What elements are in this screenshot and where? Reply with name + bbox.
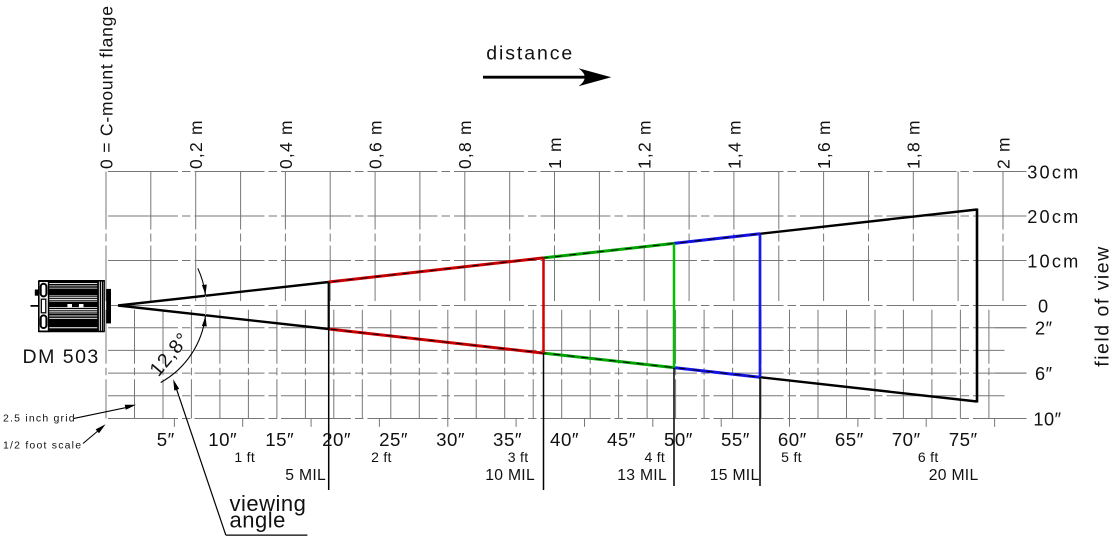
svg-text:1,2 m: 1,2 m bbox=[635, 119, 655, 169]
svg-text:1,8 m: 1,8 m bbox=[904, 119, 924, 169]
svg-text:40″: 40″ bbox=[550, 429, 579, 450]
svg-text:30″: 30″ bbox=[436, 429, 465, 450]
svg-text:0: 0 bbox=[1038, 296, 1048, 316]
svg-text:6″: 6″ bbox=[1035, 364, 1053, 384]
svg-text:5″: 5″ bbox=[157, 429, 175, 450]
svg-text:10cm: 10cm bbox=[1027, 251, 1080, 271]
svg-text:field of view: field of view bbox=[1092, 245, 1111, 366]
svg-text:5 MIL: 5 MIL bbox=[285, 467, 326, 484]
svg-text:15 MIL: 15 MIL bbox=[710, 467, 760, 484]
svg-text:1 m: 1 m bbox=[545, 136, 565, 169]
svg-text:1/2 foot scale: 1/2 foot scale bbox=[3, 440, 82, 452]
svg-text:0 = C-mount flange: 0 = C-mount flange bbox=[96, 5, 116, 169]
svg-text:angle: angle bbox=[230, 508, 286, 533]
svg-text:10 MIL: 10 MIL bbox=[485, 467, 535, 484]
svg-text:25″: 25″ bbox=[379, 429, 408, 450]
svg-text:60″: 60″ bbox=[778, 429, 807, 450]
svg-text:0,2 m: 0,2 m bbox=[186, 119, 206, 169]
svg-text:4 ft: 4 ft bbox=[644, 449, 665, 465]
svg-text:2 m: 2 m bbox=[993, 136, 1013, 169]
svg-text:2″: 2″ bbox=[1035, 319, 1053, 339]
svg-text:3 ft: 3 ft bbox=[508, 449, 529, 465]
svg-text:10″: 10″ bbox=[208, 429, 237, 450]
svg-text:15″: 15″ bbox=[265, 429, 294, 450]
svg-text:20″: 20″ bbox=[322, 429, 351, 450]
svg-text:6 ft: 6 ft bbox=[918, 449, 939, 465]
svg-text:DM 503: DM 503 bbox=[23, 346, 100, 368]
svg-text:20 MIL: 20 MIL bbox=[929, 467, 979, 484]
svg-text:0,4 m: 0,4 m bbox=[276, 119, 296, 169]
svg-text:5 ft: 5 ft bbox=[781, 449, 802, 465]
svg-text:35″: 35″ bbox=[493, 429, 522, 450]
svg-text:20cm: 20cm bbox=[1027, 207, 1080, 227]
svg-text:13 MIL: 13 MIL bbox=[617, 467, 667, 484]
svg-text:1,6 m: 1,6 m bbox=[814, 119, 834, 169]
svg-text:10″: 10″ bbox=[1033, 409, 1061, 429]
svg-text:75″: 75″ bbox=[949, 429, 978, 450]
svg-text:distance: distance bbox=[486, 43, 574, 65]
svg-text:50″: 50″ bbox=[664, 429, 693, 450]
svg-text:65″: 65″ bbox=[835, 429, 864, 450]
svg-text:1 ft: 1 ft bbox=[234, 449, 255, 465]
svg-text:viewing: viewing bbox=[230, 491, 307, 516]
svg-text:45″: 45″ bbox=[607, 429, 636, 450]
svg-text:0,8 m: 0,8 m bbox=[455, 119, 475, 169]
svg-text:2.5 inch grid: 2.5 inch grid bbox=[3, 413, 76, 425]
svg-text:70″: 70″ bbox=[892, 429, 921, 450]
svg-text:0,6 m: 0,6 m bbox=[366, 119, 386, 169]
svg-text:55″: 55″ bbox=[721, 429, 750, 450]
svg-text:2 ft: 2 ft bbox=[371, 449, 392, 465]
svg-text:30cm: 30cm bbox=[1027, 162, 1080, 182]
svg-text:1,4 m: 1,4 m bbox=[724, 119, 744, 169]
